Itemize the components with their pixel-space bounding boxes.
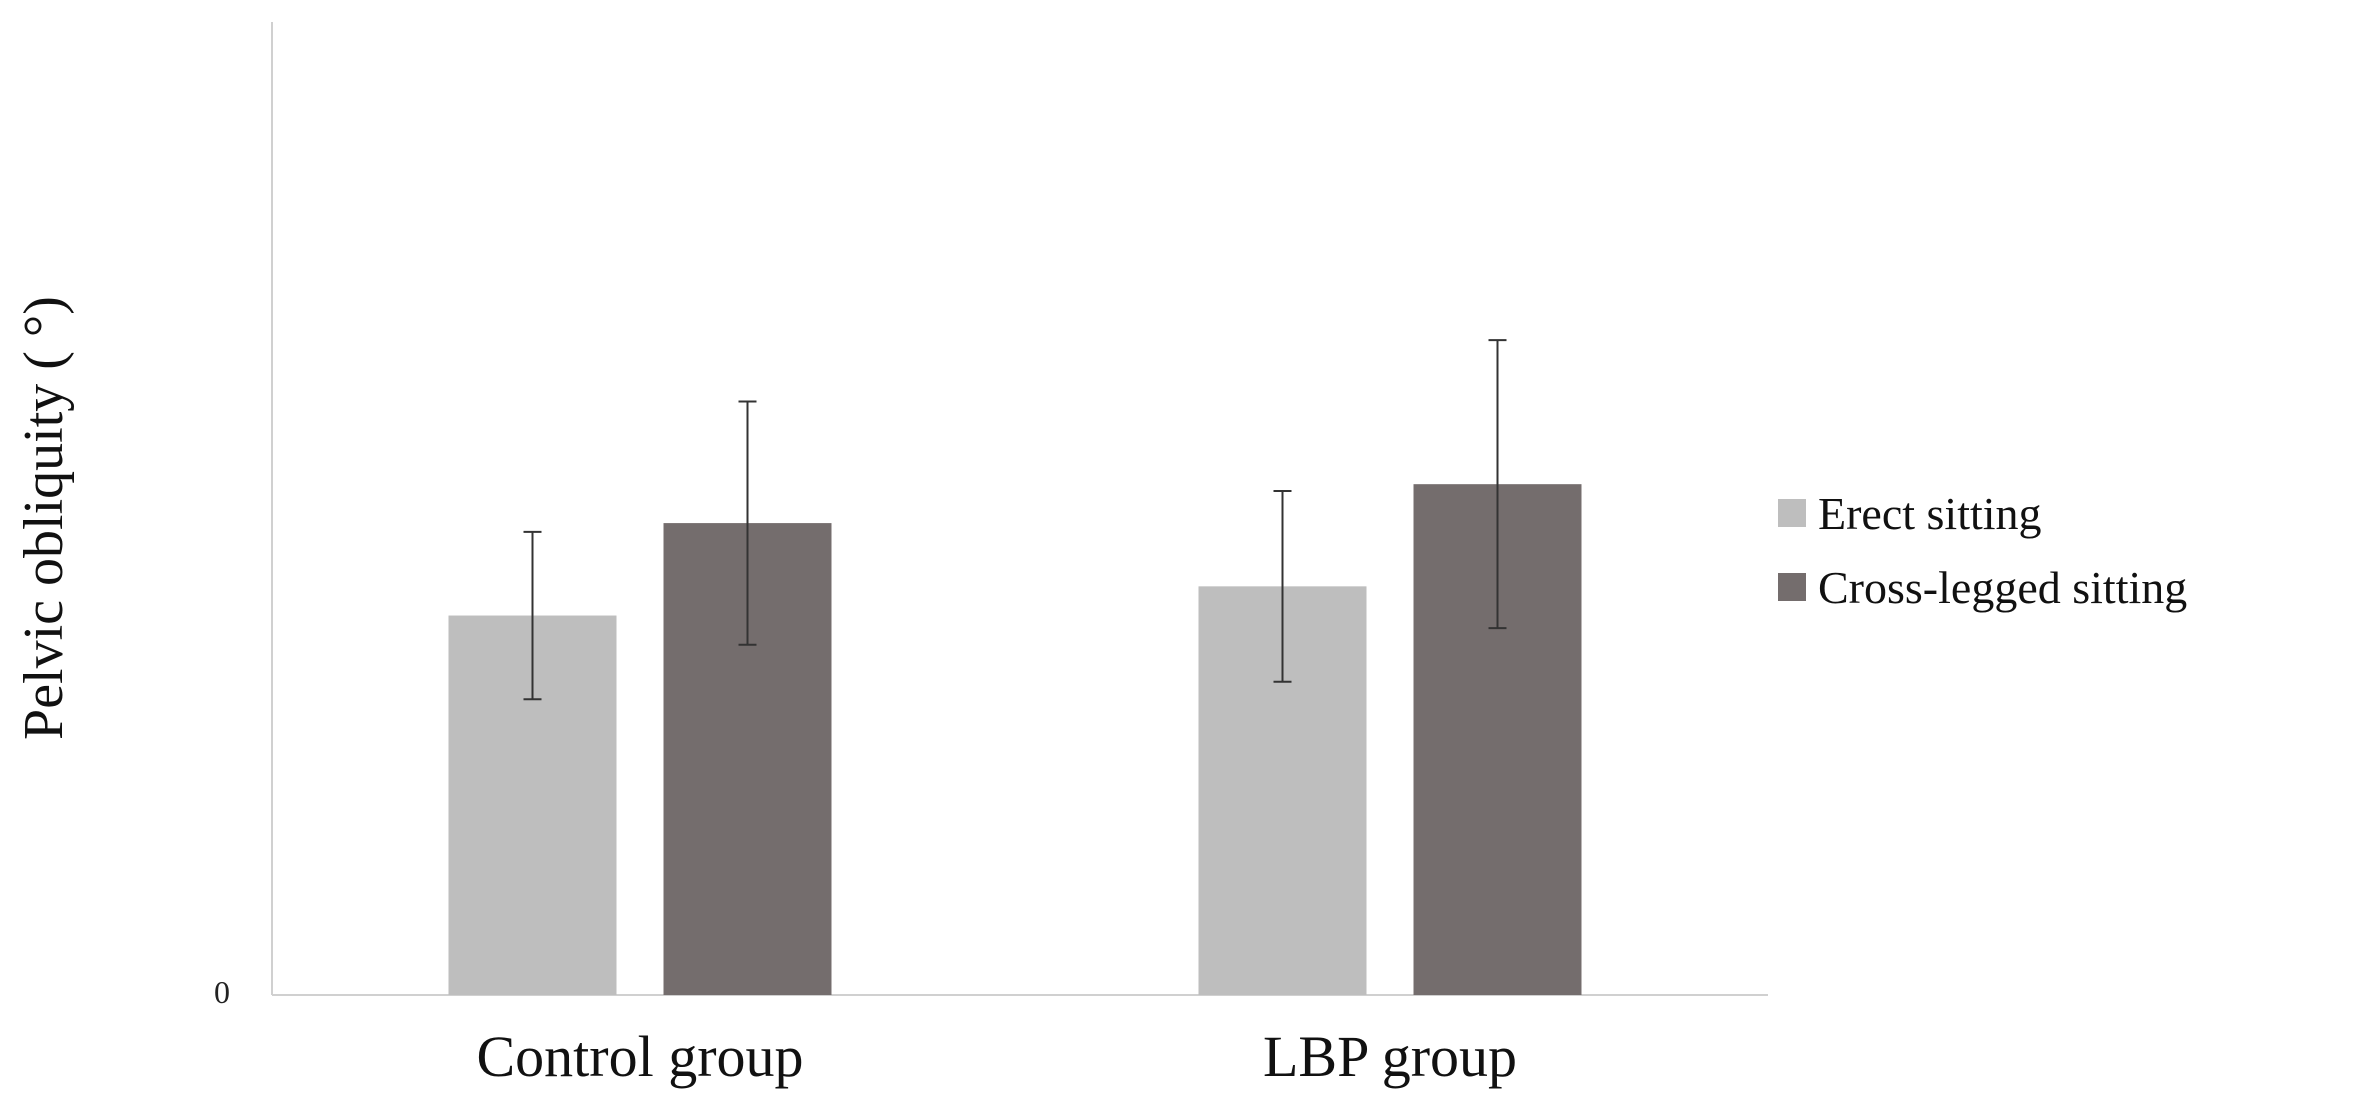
category-label-lbp-group: LBP group <box>1263 1024 1517 1089</box>
error-bar-control-cross-legged <box>738 400 757 646</box>
error-bar-lbp-erect <box>1273 489 1292 683</box>
error-bar-control-erect <box>523 530 542 701</box>
legend-swatch <box>1778 499 1806 527</box>
legend-item-erect-sitting: Erect sitting <box>1778 488 2042 539</box>
bars-group <box>448 484 1582 995</box>
legend: Erect sitting Cross-legged sitting <box>1778 488 2187 613</box>
category-label-control-group: Control group <box>476 1024 803 1089</box>
y-axis-label-group: Pelvic obliquity ( °) <box>13 296 75 740</box>
y-axis-label: Pelvic obliquity ( °) <box>13 296 75 740</box>
error-bars-group <box>523 339 1507 701</box>
legend-label: Erect sitting <box>1818 488 2042 539</box>
category-labels-group: Control group LBP group <box>476 1024 1517 1089</box>
legend-label: Cross-legged sitting <box>1818 562 2187 613</box>
y-tick-label-0: 0 <box>214 974 230 1010</box>
legend-item-cross-legged-sitting: Cross-legged sitting <box>1778 562 2187 613</box>
error-bar-lbp-cross-legged <box>1488 339 1507 630</box>
legend-swatch <box>1778 573 1806 601</box>
